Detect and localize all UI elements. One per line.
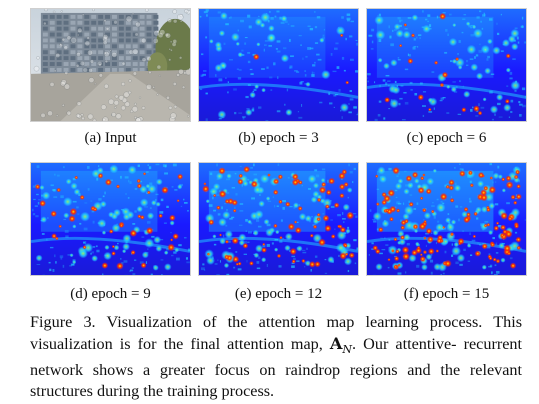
math-symbol-a: A [329, 334, 343, 353]
attention-map-epoch-3 [199, 9, 358, 121]
math-subscript-n: N [342, 343, 353, 357]
panel-label-f: (f) epoch = 15 [403, 286, 490, 302]
figure-caption: Figure 3. Visualization of the attention… [30, 312, 522, 402]
panel-epoch-9 [30, 162, 191, 276]
panel-label-e: (e) epoch = 12 [234, 286, 323, 302]
panel-input-image [30, 8, 191, 122]
panel-label-c: (c) epoch = 6 [406, 130, 487, 146]
panel-label-b: (b) epoch = 3 [238, 130, 319, 146]
panel-epoch-6 [366, 8, 527, 122]
caption-line-2-prefix: visualization is for the final attention… [30, 335, 323, 353]
input-rainy-photo [31, 9, 190, 121]
caption-line-1: Figure 3. Visualization of the attention… [30, 313, 522, 331]
caption-line-3: recurrent network shows a greater focus … [30, 335, 523, 380]
attention-map-epoch-6 [367, 9, 526, 121]
panel-epoch-15 [366, 162, 527, 276]
panel-epoch-3 [198, 8, 359, 122]
attention-map-epoch-15 [367, 163, 526, 275]
attention-map-epoch-9 [31, 163, 190, 275]
panel-label-a: (a) Input [84, 130, 137, 146]
math-attention-map-symbol: AN [329, 334, 353, 357]
caption-line-2-suffix: . Our attentive- [352, 335, 457, 353]
attention-map-epoch-12 [199, 163, 358, 275]
caption-line-4: the relevant structures during the train… [30, 361, 522, 401]
panel-epoch-12 [198, 162, 359, 276]
panel-label-d: (d) epoch = 9 [70, 286, 151, 302]
